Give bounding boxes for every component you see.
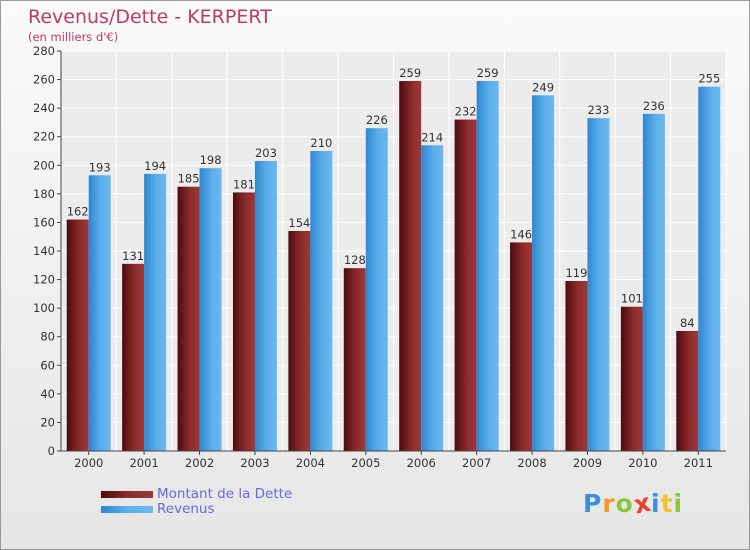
x-tick-label: 2004 [296,456,325,470]
data-label-revenue: 194 [144,159,166,173]
y-tick-label: 280 [33,44,55,58]
data-label-debt: 154 [288,216,310,230]
data-label-revenue: 226 [366,113,388,127]
data-label-debt: 84 [680,316,695,330]
bar-revenue [476,81,499,451]
data-label-revenue: 255 [698,72,720,86]
data-label-revenue: 203 [255,146,277,160]
logo-letter: r [602,489,616,518]
y-tick-label: 260 [33,73,55,87]
bar-revenue [199,168,222,451]
data-label-debt: 119 [565,266,587,280]
data-label-revenue: 210 [310,136,332,150]
x-tick-label: 2001 [129,456,158,470]
bar-debt [399,81,422,451]
data-label-revenue: 233 [587,103,609,117]
y-tick-label: 60 [40,358,55,372]
x-tick-label: 2011 [684,456,713,470]
data-label-revenue: 193 [89,160,111,174]
chart-subtitle: (en milliers d'€) [28,30,119,44]
bar-revenue [365,128,388,451]
x-tick-label: 2007 [462,456,491,470]
legend-item-revenue: Revenus [101,502,292,517]
logo-letter: i [673,489,684,518]
data-label-debt: 128 [344,253,366,267]
data-label-revenue: 198 [200,153,222,167]
bar-debt [676,331,699,451]
legend-label-revenue: Revenus [157,501,215,517]
legend-swatch-revenue [101,506,153,513]
bar-revenue [254,161,277,451]
data-label-debt: 162 [67,205,89,219]
y-tick-label: 20 [40,415,55,429]
x-tick-label: 2009 [573,456,602,470]
bar-debt [177,186,200,451]
bar-revenue [421,145,444,452]
data-label-debt: 185 [178,172,200,186]
y-tick-label: 80 [40,330,55,344]
bar-revenue [532,95,555,452]
bar-debt [510,242,533,451]
bar-revenue [88,175,111,452]
legend: Montant de la Dette Revenus [101,487,292,517]
logo-letter: t [660,489,674,518]
legend-item-debt: Montant de la Dette [101,487,292,502]
bar-debt [343,268,366,451]
bar-debt [66,219,89,451]
bar-debt [122,263,145,451]
x-tick-label: 2008 [517,456,546,470]
data-label-debt: 181 [233,177,255,191]
logo-letter: P [583,489,603,518]
chart-title: Revenus/Dette - KERPERT [28,6,272,28]
bar-revenue [698,86,721,451]
y-tick-label: 240 [33,101,55,115]
data-label-debt: 259 [399,66,421,80]
legend-swatch-debt [101,491,153,498]
x-tick-label: 2010 [628,456,657,470]
y-tick-label: 180 [33,187,55,201]
x-tick-label: 2006 [407,456,436,470]
bar-debt [565,281,588,451]
bar-revenue [642,113,665,451]
data-label-revenue: 214 [421,130,443,144]
bar-revenue [144,173,167,451]
bar-debt [232,192,255,451]
bar-debt [288,231,311,451]
x-tick-label: 2003 [240,456,269,470]
legend-label-debt: Montant de la Dette [157,486,293,502]
bar-debt [454,119,477,452]
proxiti-logo: Proxiti [583,488,684,520]
bar-revenue [587,118,610,452]
x-tick-label: 2005 [351,456,380,470]
bar-debt [620,306,643,451]
y-tick-label: 120 [33,273,55,287]
y-tick-label: 140 [33,244,55,258]
x-tick-label: 2002 [185,456,214,470]
data-label-debt: 101 [621,292,643,306]
data-label-revenue: 249 [532,80,554,94]
y-tick-label: 40 [40,387,55,401]
y-tick-label: 0 [48,444,55,458]
logo-letter: i [651,489,661,518]
data-label-revenue: 236 [643,99,665,113]
data-label-revenue: 259 [477,66,499,80]
y-tick-label: 160 [33,215,55,229]
y-tick-label: 100 [33,301,55,315]
y-tick-label: 220 [33,130,55,144]
data-label-debt: 146 [510,227,532,241]
bar-revenue [310,151,333,451]
data-label-debt: 232 [455,105,477,119]
y-tick-label: 200 [33,158,55,172]
x-tick-label: 2000 [74,456,103,470]
logo-letter: o [615,489,634,518]
data-label-debt: 131 [122,249,144,263]
